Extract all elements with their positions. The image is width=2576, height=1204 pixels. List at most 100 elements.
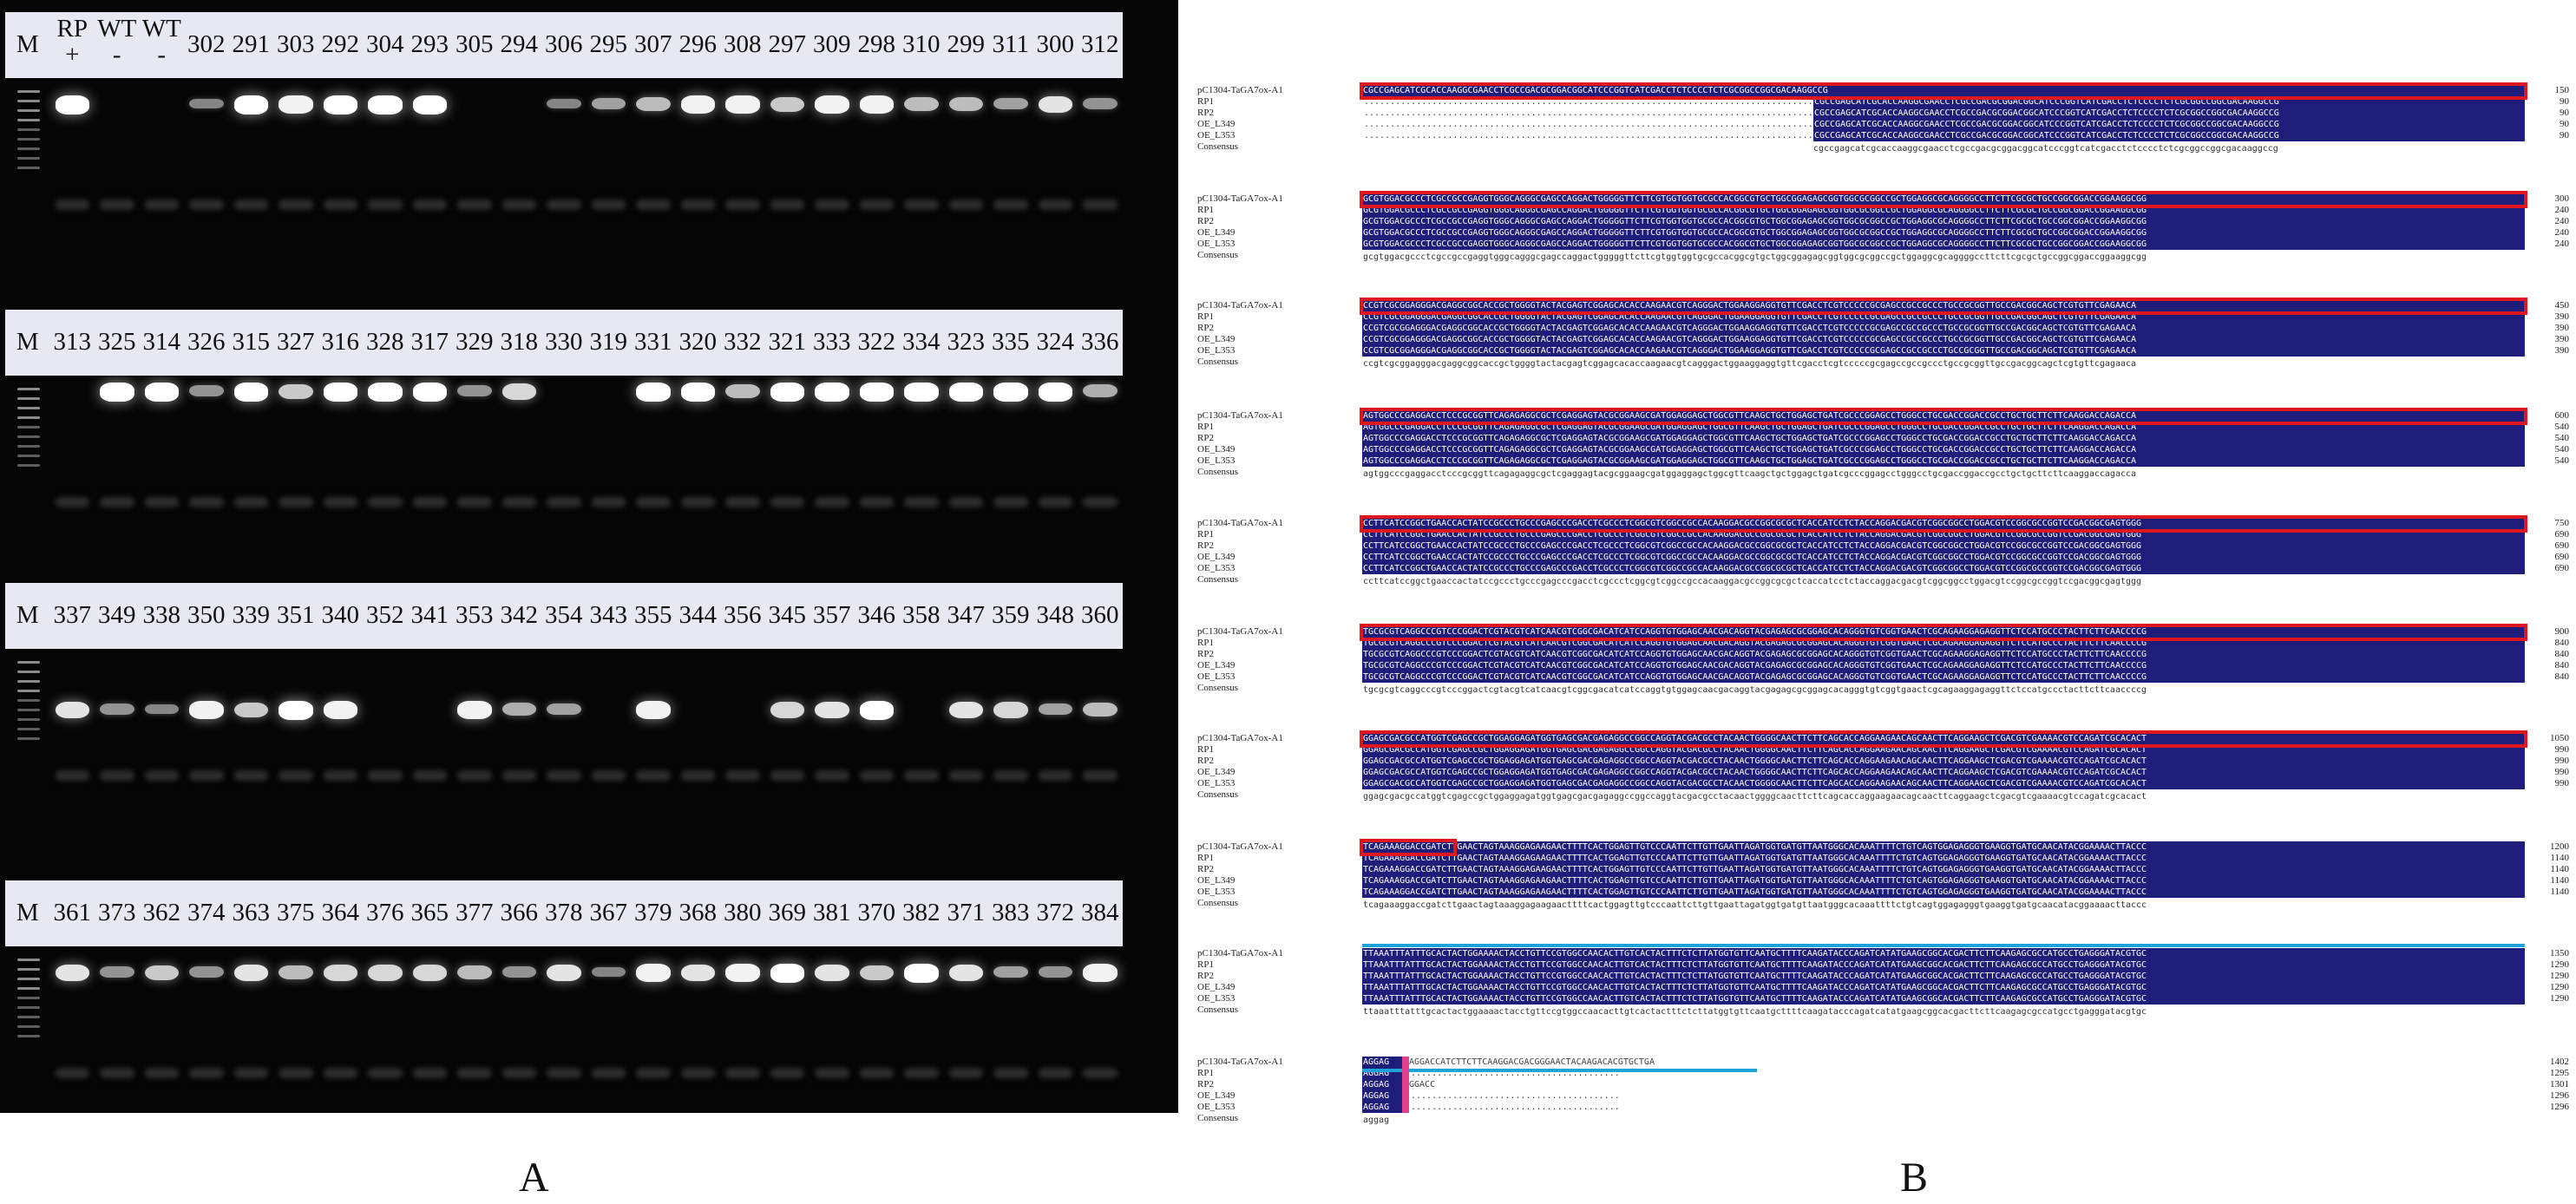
sequence-text: TCAGAAAGGACCGATCTTGAACTAGTAAAGGAGAAGAACT… (1363, 887, 2147, 897)
lane-label: 364 (321, 899, 360, 926)
ladder-band (17, 416, 40, 419)
sequence-name: Consensus (1197, 250, 1239, 260)
rp2-tail-sequence: GGACC (1409, 1080, 1436, 1089)
sequence-name: pC1304-TaGA7ox-A1 (1197, 300, 1283, 311)
lane-label: 379 (634, 899, 672, 926)
sequence-text: AGTGGCCCGAGGACCTCCCGCGGTTCAGAGAGGCGCTCGA… (1363, 445, 2137, 455)
primer-dimer-smear (859, 200, 894, 210)
sequence-identity-shading (1362, 948, 2525, 959)
primer-dimer-smear (770, 200, 804, 210)
ladder-band (17, 709, 40, 711)
sequence-name: OE_L353 (1197, 671, 1236, 682)
lane-label: 381 (813, 899, 851, 926)
gap-dots: ........................................… (1364, 97, 1813, 107)
lane-label: 352 (366, 601, 404, 629)
gel-band (547, 964, 581, 982)
alignment-block: pC1304-TaGA7ox-A1 RP1 RP2 OE_L349 OE_L353 Con… (1197, 944, 2576, 1019)
position-number: 390 (2554, 323, 2570, 333)
sequence-text: CGCCGAGCATCGCACCAAGGCGAACCTCGCCGACGCGGAC… (1814, 97, 2279, 107)
sequence-text: TGCGCGTCAGGCCCGTCCCGGACTCGTACGTCATCAACGT… (1363, 627, 2147, 637)
primer-dimer-smear (815, 497, 849, 507)
sequence-name: OE_L353 (1197, 993, 1236, 1004)
alignment-block: pC1304-TaGA7ox-A1 RP1 RP2 OE_L349 OE_L353 Con… (1197, 1057, 2576, 1128)
primer-dimer-smear (457, 770, 492, 781)
sequence-name: pC1304-TaGA7ox-A1 (1197, 85, 1283, 95)
sequence-alignment-panel-b: pC1304-TaGA7ox-A1 RP1 RP2 OE_L349 OE_L353 Con… (1197, 0, 2576, 1128)
sequence-text: GGAGCGACGCCATGGTCGAGCCGCTGGAGGAGATGGTGAG… (1363, 734, 2147, 743)
primer-dimer-smear (55, 1068, 89, 1078)
lane-label: 331 (634, 328, 672, 356)
lane-label: 308 (724, 30, 762, 58)
primer-dimer-smear (636, 200, 671, 210)
primer-dimer-smear (233, 200, 268, 210)
sequence-identity-shading (1362, 227, 2525, 239)
lane-label: 356 (724, 601, 762, 629)
ladder-band (17, 728, 40, 730)
primer-dimer-smear (859, 1068, 894, 1078)
sequence-name: Consensus (1197, 789, 1239, 800)
lane-label: 339 (232, 601, 271, 629)
primer-dimer-smear (904, 497, 939, 507)
position-number: 90 (2560, 119, 2569, 129)
sequence-name: Consensus (1197, 574, 1239, 585)
sequence-name: OE_L353 (1197, 887, 1236, 897)
position-number: 600 (2554, 410, 2570, 421)
ladder-band (17, 690, 40, 692)
primer-dimer-smear (591, 497, 626, 507)
position-number: 90 (2560, 108, 2569, 118)
gel-band (501, 966, 536, 978)
consensus-sequence: ccttcatccggctgaaccactatccgccctgcccgagccc… (1363, 577, 2142, 586)
primer-dimer-smear (323, 497, 357, 507)
gel-band (591, 97, 626, 110)
sequence-name: OE_L353 (1197, 239, 1236, 249)
primer-dimer-smear (412, 200, 447, 210)
primer-dimer-smear (368, 1068, 403, 1078)
lane-label: 334 (902, 328, 941, 356)
sequence-name: OE_L353 (1197, 455, 1236, 466)
primer-dimer-smear (547, 200, 581, 210)
alignment-block: pC1304-TaGA7ox-A1 RP1 RP2 OE_L349 OE_L353 Con… (1197, 730, 2576, 804)
gel-band (993, 965, 1028, 978)
lane-label: M (16, 30, 39, 58)
primer-dimer-smear (636, 497, 671, 507)
tail-marker (1362, 1069, 1757, 1072)
lane-label: M (16, 328, 39, 356)
lane-label: M (16, 899, 39, 926)
lane-label: 350 (187, 601, 226, 629)
position-number: 540 (2554, 433, 2570, 443)
gel-band (680, 95, 715, 115)
ladder-band (17, 157, 40, 160)
gel-band (993, 97, 1028, 110)
lane-label: 310 (902, 30, 941, 58)
sequence-name: pC1304-TaGA7ox-A1 (1197, 518, 1283, 528)
gel-band (591, 966, 626, 977)
position-number: 690 (2554, 552, 2570, 562)
gel-band (904, 383, 939, 402)
primer-dimer-smear (55, 497, 89, 507)
lane-label: 329 (456, 328, 494, 356)
gel-band (279, 383, 313, 399)
lane-label: 368 (678, 899, 718, 926)
sequence-name: Consensus (1197, 898, 1239, 908)
sequence-identity-shading (1362, 410, 2525, 422)
primer-dimer-smear (591, 200, 626, 210)
sequence-text: TGCGCGTCAGGCCCGTCCCGGACTCGTACGTCATCAACGT… (1363, 661, 2147, 671)
primer-dimer-smear (1038, 1068, 1072, 1078)
lane-label: 370 (857, 899, 896, 926)
sequence-identity-shading (1362, 660, 2525, 671)
primer-dimer-smear (233, 497, 268, 507)
primer-dimer-smear (904, 200, 939, 210)
ladder-band (17, 959, 40, 961)
primer-dimer-smear (547, 770, 581, 781)
ladder-band (17, 119, 40, 121)
gel-band (1038, 703, 1072, 716)
sequence-name: RP2 (1197, 216, 1214, 226)
highlight-box (1360, 191, 2527, 208)
gel-image-panel-a: M RP + WT - WT -302 291 303 292 304 293 305 294 306… (0, 0, 1178, 1113)
primer-dimer-smear (1083, 497, 1118, 507)
lane-label: 330 (545, 328, 583, 356)
gel-band (547, 703, 581, 716)
gel-band (189, 385, 224, 396)
primer-dimer-smear (144, 770, 179, 781)
primer-dimer-smear (815, 200, 849, 210)
